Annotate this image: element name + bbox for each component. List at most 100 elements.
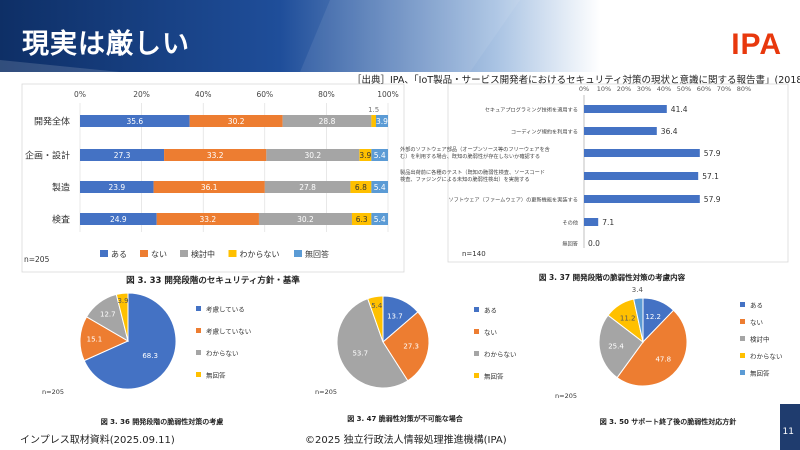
stacked-chart-caption: 図 3. 33 開発段階のセキュリティ方針・基準 (126, 275, 300, 286)
pie-legend-label: わからない (484, 351, 517, 359)
pie-n-label: n=205 (555, 392, 577, 400)
pie-data-label: 15.1 (87, 336, 103, 344)
bar-chart-frame (447, 83, 789, 263)
pie-caption: 図 3. 36 開発段階の脆弱性対策の考慮 (101, 417, 224, 426)
pie-n-label: n=205 (315, 388, 337, 396)
stacked-chart-n-label: n=205 (24, 255, 50, 264)
stacked-chart-bar-segment (266, 149, 360, 161)
pie-legend-label: ある (750, 302, 763, 310)
header-background (0, 0, 800, 72)
stacked-chart-tick-label: 40% (195, 90, 212, 99)
stacked-chart-data-label: 35.6 (126, 117, 143, 126)
stacked-chart-bar-segment (80, 115, 190, 127)
pie-slice (83, 292, 177, 390)
bar-chart-category-label: セキュアプログラミング技術を適用する (485, 106, 578, 114)
bar-chart-data-label: 41.4 (671, 105, 688, 114)
pie-legend-swatch (196, 350, 201, 355)
stacked-chart-bar-segment (359, 149, 372, 161)
pie-data-label: 3.9 (117, 297, 128, 305)
pie-data-label: 47.8 (655, 355, 671, 363)
stacked-chart-tick-label: 20% (133, 90, 150, 99)
stacked-chart-tick-label: 60% (256, 90, 273, 99)
stacked-chart-bar-segment (156, 213, 259, 225)
bar-chart-bar (584, 172, 699, 180)
stacked-chart-tick-label: 80% (318, 90, 335, 99)
pie-slice (115, 292, 129, 342)
stacked-chart-data-label: 24.9 (110, 215, 127, 224)
pie-legend-label: 無回答 (484, 372, 504, 381)
pie-legend-swatch (196, 306, 201, 311)
bar-chart-data-label: 36.4 (661, 127, 678, 136)
stacked-chart-data-label: 5.4 (374, 183, 386, 192)
pie-caption: 図 3. 50 サポート終了後の脆弱性対応方針 (600, 417, 737, 426)
bar-chart-bar (584, 195, 700, 203)
stacked-chart-legend-swatch (100, 250, 108, 257)
stacked-chart-legend-label: ない (151, 250, 167, 259)
pie-legend-label: 検討中 (750, 335, 770, 344)
footer-copyright: ©2025 独立行政法人情報処理推進機構(IPA) (305, 435, 507, 446)
pie-legend-swatch (474, 351, 479, 356)
stacked-chart-bar-segment (164, 149, 267, 161)
pie-legend-swatch (740, 353, 745, 358)
pie-data-label: 53.7 (352, 350, 368, 358)
page-title: 現実は厳しい (22, 29, 190, 60)
stacked-chart-bar-segment (80, 181, 154, 193)
stacked-chart-data-label: 30.2 (228, 117, 245, 126)
bar-chart-data-label: 7.1 (602, 218, 614, 227)
bar-chart-category-label: 製品出荷前に各種のテスト（既知の脆弱性検査、ソースコード検査、ファジングによる未… (400, 168, 545, 183)
pie-slice (598, 314, 644, 379)
stacked-chart-data-label: 30.2 (304, 151, 321, 160)
bar-chart-tick-label: 70% (717, 85, 731, 93)
stacked-chart-bar-segment (375, 115, 388, 127)
bar-chart-data-label: 57.9 (704, 195, 721, 204)
bar-chart-category-label: ソフトウェア（ファームウェア）の更新機能を実装する (448, 196, 578, 204)
bar-chart-data-label: 0.0 (588, 239, 600, 248)
stacked-chart-category-label: 企画・設計 (25, 150, 70, 162)
stacked-chart-data-label: 23.9 (108, 183, 125, 192)
stacked-chart-bar-segment (282, 115, 372, 127)
stacked-chart-bar-segment (371, 149, 388, 161)
pie-legend-swatch (740, 319, 745, 324)
stacked-chart-data-label: 1.5 (368, 106, 379, 114)
stacked-chart-legend-label: 検討中 (191, 249, 215, 259)
stacked-chart-category-label: 開発全体 (34, 116, 70, 128)
stacked-chart-category-label: 製造 (52, 182, 70, 194)
pie-slice (633, 297, 644, 343)
bar-chart-tick-label: 30% (637, 85, 651, 93)
pie-legend-label: わからない (206, 350, 239, 358)
bar-chart-tick-label: 60% (697, 85, 711, 93)
pie-data-label: 13.7 (387, 313, 403, 321)
stacked-chart-bar-segment (350, 181, 372, 193)
bar-chart-bar (584, 149, 700, 157)
bar-chart-data-label: 57.1 (702, 172, 719, 181)
bar-chart-tick-label: 20% (617, 85, 631, 93)
stacked-chart-data-label: 36.1 (201, 183, 218, 192)
pie-slice (367, 295, 384, 343)
stacked-chart-legend-label: ある (111, 250, 127, 259)
bar-chart-bar (584, 127, 657, 135)
pie-data-label: 5.4 (371, 302, 383, 310)
stacked-chart-category-label: 検査 (52, 214, 70, 226)
stacked-chart-bar-segment (371, 213, 388, 225)
pie-caption: 図 3. 47 脆弱性対策が不可能な場合 (347, 414, 464, 423)
stacked-chart-data-label: 30.2 (297, 215, 314, 224)
bar-chart-n-label: n=140 (462, 250, 486, 258)
stacked-chart-tick-label: 100% (377, 90, 398, 99)
bar-chart-tick-label: 40% (657, 85, 671, 93)
pie-n-label: n=205 (42, 388, 64, 396)
stacked-chart-bar-segment (371, 115, 376, 127)
stacked-chart-data-label: 27.8 (299, 183, 316, 192)
stacked-chart-bar-segment (258, 213, 352, 225)
pie-legend-label: ない (750, 319, 763, 327)
bar-chart-category-label: コーディング規約を利用する (511, 128, 578, 136)
bar-chart-category-label: その他 (562, 219, 578, 227)
page-number: 11 (782, 427, 794, 437)
pie-legend-swatch (474, 329, 479, 334)
stacked-chart-data-label: 6.3 (356, 215, 368, 224)
stacked-chart-legend-swatch (228, 250, 237, 257)
pie-legend-label: わからない (750, 353, 783, 361)
stacked-chart-legend-label: 無回答 (305, 249, 329, 259)
stacked-chart-data-label: 3.9 (376, 117, 388, 126)
bar-chart-category-label: 無回答 (562, 240, 578, 248)
